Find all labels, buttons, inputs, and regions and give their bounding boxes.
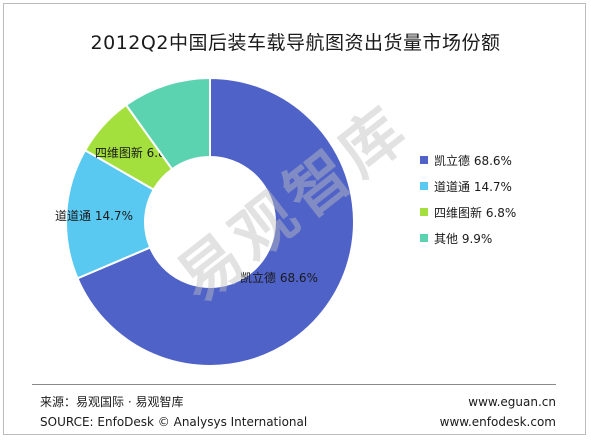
- donut-chart: 凯立德 68.6%道道通 14.7%四维图新 6.8%: [55, 76, 355, 367]
- url-enfodesk: www.enfodesk.com: [439, 415, 556, 429]
- chart-frame: 2012Q2中国后装车载导航图资出货量市场份额 凯立德 68.6% 道道通 14.…: [3, 3, 586, 435]
- chart-title: 2012Q2中国后装车载导航图资出货量市场份额: [90, 32, 501, 54]
- legend-item-0: 凯立德 68.6%: [420, 147, 516, 173]
- slice-0: [76, 76, 355, 367]
- url-eguan: www.eguan.cn: [468, 395, 556, 409]
- source-en: SOURCE: EnfoDesk © Analysys Internationa…: [40, 415, 308, 429]
- legend-item-1: 道道通 14.7%: [420, 173, 516, 199]
- legend-swatch-1: [420, 182, 428, 190]
- source-note: 来源：易观国际 · 易观智库 SOURCE: EnfoDesk © Analys…: [40, 392, 307, 432]
- footer-divider: [32, 384, 556, 385]
- legend-item-2: 四维图新 6.8%: [420, 199, 516, 225]
- slice-label-0: 凯立德 68.6%: [240, 270, 318, 285]
- slice-label-1: 道道通 14.7%: [55, 209, 133, 223]
- legend-item-3: 其他 9.9%: [420, 225, 516, 251]
- legend-label-3: 其他 9.9%: [434, 231, 493, 246]
- legend-swatch-0: [420, 156, 428, 164]
- slice-1: [65, 148, 156, 280]
- legend-swatch-3: [420, 234, 428, 242]
- source-cn: 来源：易观国际 · 易观智库: [40, 395, 184, 409]
- legend-label-2: 四维图新 6.8%: [434, 205, 517, 220]
- legend-swatch-2: [420, 208, 428, 216]
- legend-label-1: 道道通 14.7%: [434, 179, 512, 194]
- chart-legend: 凯立德 68.6% 道道通 14.7% 四维图新 6.8% 其他 9.9%: [420, 147, 516, 251]
- legend-label-0: 凯立德 68.6%: [434, 153, 512, 168]
- slice-3: [124, 76, 211, 171]
- footer-urls: www.eguan.cn www.enfodesk.com: [404, 392, 556, 432]
